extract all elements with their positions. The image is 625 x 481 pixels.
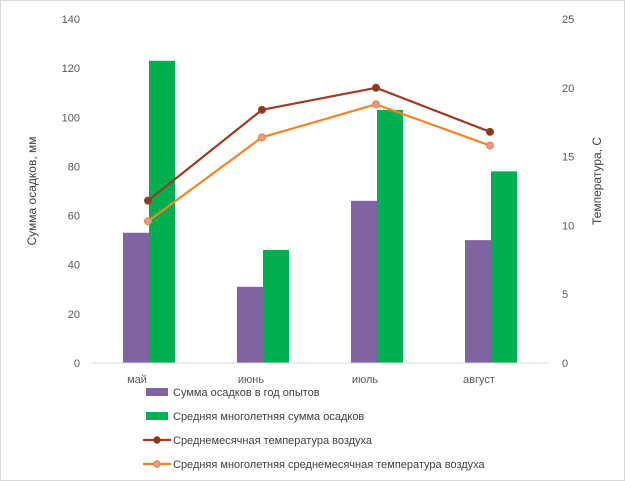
y-tick-label: 60	[68, 211, 80, 223]
x-tick-label: июль	[352, 374, 379, 386]
bar-1-август	[465, 240, 491, 363]
line-1-point-июнь	[258, 105, 267, 114]
line-2-point-июль	[372, 100, 381, 109]
line-2-point-май	[144, 217, 153, 226]
y2-tick-label: 20	[562, 83, 574, 95]
x-tick-label: май	[127, 374, 147, 386]
y-tick-label: 140	[62, 14, 80, 26]
x-tick-label: август	[463, 374, 495, 386]
y-tick-label: 80	[68, 161, 80, 173]
legend-label-3: Среднемесячная температура воздуха	[173, 435, 373, 447]
legend-marker-4	[153, 460, 161, 468]
legend-swatch-1	[146, 388, 168, 396]
y-tick-label: 40	[68, 260, 80, 272]
legend-label-4: Средняя многолетняя среднемесячная темпе…	[173, 459, 486, 471]
line-2-point-август	[486, 141, 495, 150]
line-1-point-май	[144, 196, 153, 205]
line-2-point-июнь	[258, 133, 267, 142]
line-1-point-август	[486, 127, 495, 136]
lines-layer	[144, 83, 495, 226]
line-series-1	[147, 86, 491, 202]
y2-tick-label: 10	[562, 220, 574, 232]
x-tick-label: июнь	[238, 374, 264, 386]
legend: Сумма осадков в год опытов Средняя многол…	[143, 387, 486, 471]
bar-1-май	[123, 232, 149, 363]
bar-1-июль	[351, 200, 377, 363]
y2-axis-title: Температура, С	[590, 137, 604, 225]
legend-label-1: Сумма осадков в год опытов	[173, 387, 320, 399]
bar-2-август	[491, 171, 517, 363]
y2-tick-label: 15	[562, 152, 574, 164]
y-tick-label: 0	[74, 358, 80, 370]
y2-tick-label: 5	[562, 289, 568, 301]
legend-marker-3	[153, 436, 161, 444]
y-axis-title: Сумма осадков, мм	[25, 137, 39, 246]
y-tick-label: 20	[68, 309, 80, 321]
y2-tick-label: 25	[562, 14, 574, 26]
bars-layer	[123, 60, 517, 364]
legend-label-2: Средняя многолетняя сумма осадков	[173, 411, 364, 423]
line-series-2	[147, 103, 491, 223]
legend-swatch-2	[146, 412, 168, 420]
bar-2-июль	[377, 109, 403, 364]
y2-tick-label: 0	[562, 358, 568, 370]
bar-2-июнь	[263, 249, 289, 363]
y-tick-label: 120	[62, 63, 80, 75]
axes-layer: май июнь июль август 0 20 40 60 80 100 120 140 0 5 10 1…	[25, 14, 604, 386]
line-1-point-июль	[372, 83, 381, 92]
bar-1-июнь	[237, 286, 263, 363]
y-tick-label: 100	[62, 112, 80, 124]
